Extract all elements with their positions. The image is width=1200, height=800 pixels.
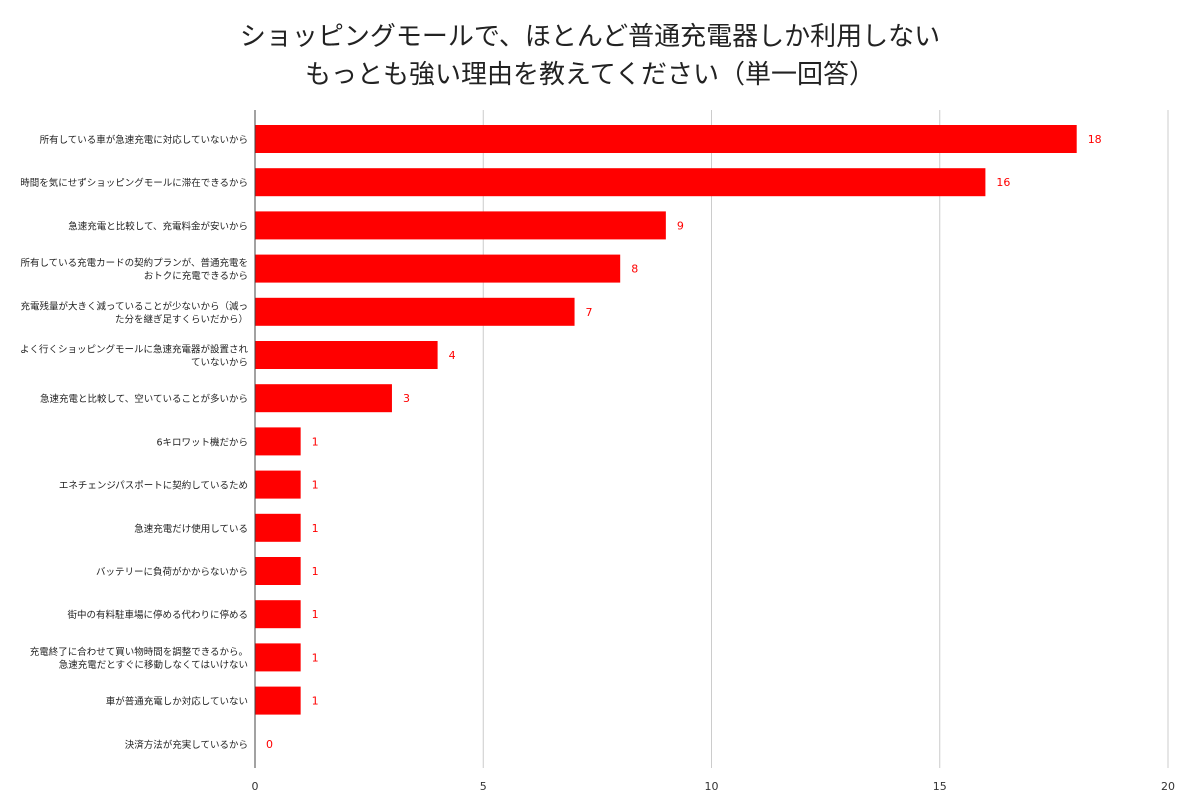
bar bbox=[255, 384, 392, 413]
category-label: 所有している車が急速充電に対応していないから bbox=[40, 134, 248, 146]
category-label: 急速充電だけ使用している bbox=[134, 523, 248, 535]
x-tick-label: 15 bbox=[933, 780, 947, 793]
bar bbox=[255, 297, 575, 326]
category-label: 急速充電だとすぐに移動しなくてはいけない bbox=[59, 659, 248, 671]
category-label: おトクに充電できるから bbox=[144, 270, 248, 282]
category-label: 時間を気にせずショッピングモールに滞在できるから bbox=[20, 177, 248, 189]
category-label: バッテリーに負荷がかからないから bbox=[96, 566, 248, 578]
bar bbox=[255, 557, 301, 585]
data-label: 3 bbox=[403, 392, 410, 405]
x-tick-label: 0 bbox=[252, 780, 259, 793]
bar bbox=[255, 254, 621, 283]
category-label: 車が普通充電しか対応していない bbox=[106, 696, 248, 708]
data-label: 1 bbox=[312, 565, 319, 578]
data-label: 1 bbox=[312, 435, 319, 448]
bar bbox=[255, 513, 301, 542]
category-label: 充電残量が大きく減っていることが少ないから（減っ bbox=[20, 300, 248, 312]
chart-title-line-1: ショッピングモールで、ほとんど普通充電器しか利用しない bbox=[239, 22, 941, 52]
bar bbox=[255, 427, 301, 456]
category-label: 急速充電と比較して、充電料金が安いから bbox=[68, 220, 248, 232]
bar bbox=[255, 686, 301, 715]
data-label: 18 bbox=[1088, 133, 1102, 146]
category-label: 急速充電と比較して、空いていることが多いから bbox=[40, 393, 248, 405]
data-label: 9 bbox=[677, 219, 684, 232]
chart-title-line-2: もっとも強い理由を教えてください（単一回答） bbox=[305, 60, 875, 90]
bar bbox=[255, 341, 438, 369]
x-tick-label: 10 bbox=[705, 780, 719, 793]
category-label: 決済方法が充実しているから bbox=[125, 739, 248, 751]
bar bbox=[255, 470, 301, 499]
data-label: 1 bbox=[312, 651, 319, 664]
chart-title: ショッピングモールで、ほとんど普通充電器しか利用しない もっとも強い理由を教えて… bbox=[0, 18, 1180, 94]
data-label: 7 bbox=[586, 306, 593, 319]
data-label: 8 bbox=[631, 263, 638, 276]
bar bbox=[255, 600, 301, 629]
category-label: た分を継ぎ足すくらいだから） bbox=[115, 313, 248, 325]
category-label: ていないから bbox=[191, 358, 248, 369]
category-label: 充電終了に合わせて買い物時間を調整できるから。 bbox=[30, 646, 248, 658]
bar bbox=[255, 643, 301, 672]
category-label: 所有している充電カードの契約プランが、普通充電を bbox=[20, 257, 248, 269]
category-label: 6キロワット機だから bbox=[156, 436, 248, 448]
data-label: 16 bbox=[996, 176, 1010, 189]
data-label: 1 bbox=[312, 608, 319, 621]
data-label: 1 bbox=[312, 522, 319, 535]
data-label: 1 bbox=[312, 695, 319, 708]
data-label: 4 bbox=[449, 349, 456, 362]
bar bbox=[255, 125, 1077, 153]
data-label: 1 bbox=[312, 479, 319, 492]
category-label: よく行くショッピングモールに急速充電器が設置され bbox=[20, 344, 249, 356]
bar bbox=[255, 168, 986, 197]
x-tick-label: 20 bbox=[1161, 780, 1175, 793]
x-tick-label: 5 bbox=[480, 780, 487, 793]
category-label: エネチェンジパスポートに契約しているため bbox=[59, 480, 248, 492]
bar bbox=[255, 211, 666, 240]
category-label: 街中の有料駐車場に停める代わりに停める bbox=[67, 609, 248, 621]
data-label: 0 bbox=[266, 738, 273, 751]
